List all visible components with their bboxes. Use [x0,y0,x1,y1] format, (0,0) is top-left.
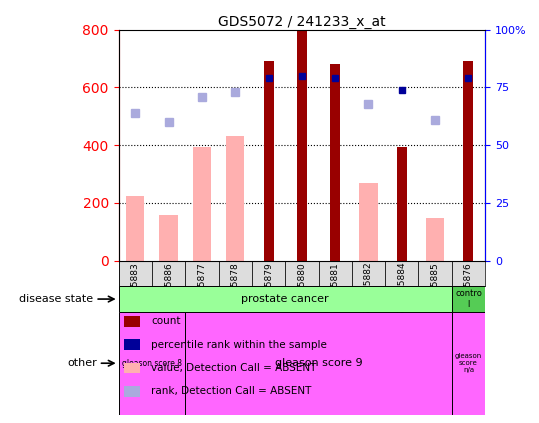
FancyBboxPatch shape [119,312,185,415]
Bar [330,64,340,261]
Text: other: other [67,358,97,368]
Text: count: count [151,316,181,327]
Text: percentile rank within the sample: percentile rank within the sample [151,340,327,350]
FancyBboxPatch shape [119,261,152,286]
Text: GSM1095885: GSM1095885 [431,262,440,323]
Title: GDS5072 / 241233_x_at: GDS5072 / 241233_x_at [218,14,385,29]
Bar [126,195,144,261]
Text: disease state: disease state [19,294,94,304]
Bar [226,137,244,261]
Bar [426,218,444,261]
Text: GSM1095876: GSM1095876 [464,262,473,323]
FancyBboxPatch shape [352,261,385,286]
Text: GSM1095877: GSM1095877 [197,262,206,323]
FancyBboxPatch shape [218,261,252,286]
Text: GSM1095878: GSM1095878 [231,262,240,323]
FancyBboxPatch shape [185,312,452,415]
Text: GSM1095880: GSM1095880 [298,262,306,323]
FancyBboxPatch shape [385,261,418,286]
Bar [297,30,307,261]
Text: GSM1095886: GSM1095886 [164,262,173,323]
Text: GSM1095884: GSM1095884 [397,262,406,322]
Text: gleason score 8: gleason score 8 [122,359,182,368]
FancyBboxPatch shape [285,261,319,286]
Text: GSM1095882: GSM1095882 [364,262,373,322]
Text: gleason
score
n/a: gleason score n/a [455,353,482,373]
FancyBboxPatch shape [185,261,218,286]
FancyBboxPatch shape [152,261,185,286]
FancyBboxPatch shape [252,261,285,286]
FancyBboxPatch shape [319,261,352,286]
FancyBboxPatch shape [452,261,485,286]
Bar [360,183,378,261]
FancyBboxPatch shape [418,261,452,286]
Text: value, Detection Call = ABSENT: value, Detection Call = ABSENT [151,363,316,373]
Text: GSM1095879: GSM1095879 [264,262,273,323]
Text: GSM1095881: GSM1095881 [330,262,340,323]
Text: prostate cancer: prostate cancer [241,294,329,304]
Bar [160,215,178,261]
Text: contro
l: contro l [455,289,482,309]
FancyBboxPatch shape [452,312,485,415]
Bar [397,146,407,261]
Text: GSM1095883: GSM1095883 [131,262,140,323]
Bar [464,61,473,261]
Bar [264,61,273,261]
Text: rank, Detection Call = ABSENT: rank, Detection Call = ABSENT [151,386,312,396]
FancyBboxPatch shape [452,286,485,312]
Text: gleason score 9: gleason score 9 [275,358,362,368]
Bar [193,146,211,261]
FancyBboxPatch shape [119,286,452,312]
